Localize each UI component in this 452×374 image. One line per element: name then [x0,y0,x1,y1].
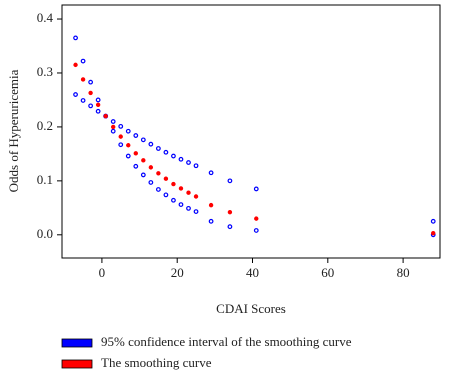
ci-point [125,128,131,134]
y-tick-label: 0.0 [37,226,53,241]
curve-point [193,194,199,199]
ci-point [118,123,124,129]
ci-point [178,156,184,162]
y-tick-label: 0.3 [37,64,53,79]
curve-point [254,216,259,221]
ci-point [110,119,116,124]
ci-point [186,205,191,211]
ci-point [155,146,161,151]
ci-point [133,163,139,169]
ci-point [163,149,169,155]
curve-point [227,209,233,215]
ci-point [88,103,94,109]
curve-point [431,230,436,236]
ci-point [253,228,259,233]
legend-swatch [61,338,93,348]
ci-point [148,180,154,185]
curve-point [80,77,86,82]
ci-point [253,186,259,192]
curve-point [178,186,184,191]
curve-point [88,90,93,96]
legend-label: The smoothing curve [101,355,212,370]
ci-point [171,153,176,159]
ci-point [73,92,78,97]
ci-point [155,187,161,192]
ci-point [95,108,101,114]
x-tick-label: 20 [171,265,184,280]
y-tick-label: 0.4 [37,10,54,25]
x-tick-label: 60 [321,265,334,280]
y-axis-label: Odds of Hyperuricemia [6,69,21,192]
x-tick-label: 40 [246,265,259,280]
ci-point [208,170,214,176]
ci-point [171,197,176,203]
ci-point [163,192,169,198]
curve-point [171,181,176,187]
x-axis-label: CDAI Scores [216,301,286,316]
x-tick-label: 0 [99,265,106,280]
curve-point [163,176,169,181]
curve-point [126,143,131,148]
x-tick-label: 80 [397,265,410,280]
ci-point [178,202,184,207]
curve-point [148,165,154,170]
ci-point [95,97,101,103]
ci-point [227,178,233,184]
ci-point [140,172,146,178]
ci-point [80,98,86,103]
ci-point [208,218,214,224]
ci-point [193,209,199,215]
ci-point [80,58,86,64]
y-tick-label: 0.2 [37,118,53,133]
curve-point [156,171,161,176]
ci-point [133,133,139,138]
ci-point [193,163,199,169]
ci-point [430,218,436,224]
curve-point [103,113,108,119]
ci-point [148,141,154,147]
ci-point [118,142,124,148]
ci-point [140,137,146,143]
ci-point [125,153,131,159]
curve-point [133,151,138,156]
legend-swatch [61,359,93,369]
curve-point [118,134,123,139]
curve-point [186,190,191,195]
y-tick-label: 0.1 [37,172,53,187]
ci-point [73,35,78,41]
ci-point [110,128,116,134]
ci-point [227,224,233,230]
plot-frame [61,4,441,259]
ci-point [186,160,191,165]
curve-point [111,124,116,130]
curve-point [208,202,214,208]
legend-label: 95% confidence interval of the smoothing… [101,334,352,349]
curve-point [95,102,101,107]
curve-point [141,158,146,163]
ci-point [88,79,94,85]
curve-point [73,62,78,68]
